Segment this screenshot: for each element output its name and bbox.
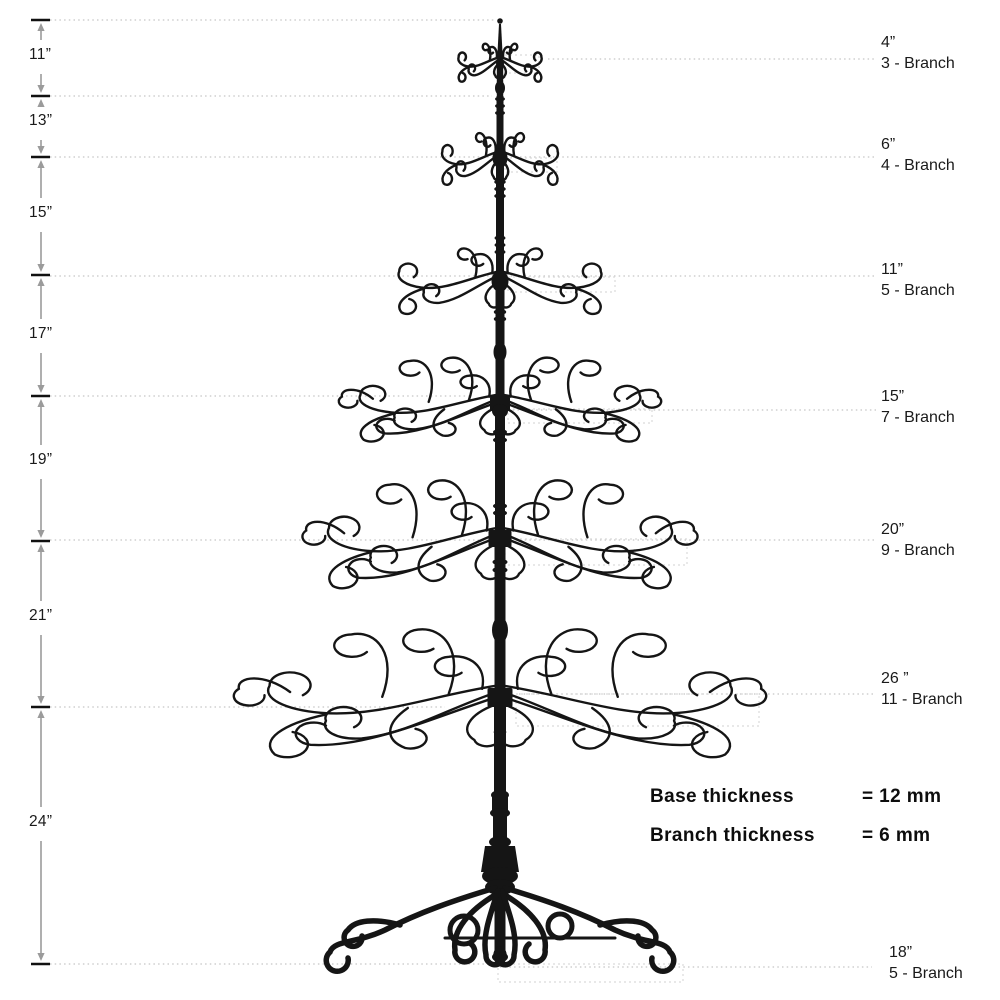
measurement-label-3: 15”: [29, 204, 53, 221]
thickness-notes: Base thickness = 12 mm Branch thickness …: [650, 786, 941, 864]
tier-2-left-branches: [441, 132, 501, 186]
tier-5-hub: [488, 530, 512, 547]
tier-6-hub: [487, 688, 513, 707]
finial-tip: [497, 18, 503, 24]
base-thickness-label: Base thickness: [650, 786, 794, 807]
branch-thickness-value: = 6 mm: [862, 825, 931, 846]
tier-5-size: 20”: [881, 521, 905, 538]
arrowhead-up-icon: [37, 278, 45, 286]
tier-4-right-branches: [498, 355, 664, 444]
tier-1-left-branches: [457, 43, 501, 83]
tier-callout-boxes: [497, 54, 760, 983]
tier-label-4: 15” 7 - Branch: [881, 386, 955, 428]
tier-label-2: 6” 4 - Branch: [881, 134, 955, 176]
tier-3-hub: [491, 270, 509, 292]
arrowhead-up-icon: [37, 99, 45, 107]
arrowhead-down-icon: [37, 530, 45, 538]
tier-label-base: 18” 5 - Branch: [889, 942, 963, 984]
display-tree: [234, 18, 766, 971]
tier-5-branch: 9 - Branch: [881, 542, 955, 559]
tier-2-size: 6”: [881, 136, 896, 153]
arrowhead-down-icon: [37, 85, 45, 93]
tier-5-right-branches: [500, 480, 697, 588]
arrowhead-down-icon: [37, 385, 45, 393]
arrowhead-up-icon: [37, 160, 45, 168]
base-thickness-value: = 12 mm: [862, 786, 942, 807]
base-legs: [326, 888, 674, 971]
tier-3-right-branches: [498, 247, 603, 316]
tier-3-branch: 5 - Branch: [881, 282, 955, 299]
tree-trunk: [481, 18, 519, 962]
tier-6-branch: 11 - Branch: [881, 691, 963, 708]
tier-6-size: 26 ”: [881, 670, 909, 687]
measurement-label-4: 17”: [29, 325, 53, 342]
branch-thickness-note: Branch thickness = 6 mm: [650, 825, 941, 847]
measurement-label-6: 21”: [29, 607, 53, 624]
tier-1-size: 4”: [881, 34, 896, 51]
base-legs-right: [496, 888, 674, 971]
tier-label-1: 4” 3 - Branch: [881, 32, 955, 74]
left-measurement-ruler: [31, 18, 50, 966]
arrowhead-up-icon: [37, 544, 45, 552]
base-right-loop: [545, 911, 575, 941]
tier-6-left-branches: [234, 629, 500, 757]
measurement-label-2: 13”: [29, 112, 53, 129]
tier-2-branch: 4 - Branch: [881, 157, 955, 174]
measurement-label-1: 11”: [29, 46, 52, 63]
tier-3-left-branches: [397, 247, 502, 316]
tier-4-size: 15”: [881, 388, 905, 405]
tier-3-size: 11”: [881, 261, 903, 278]
tier-label-6: 26 ” 11 - Branch: [881, 668, 963, 710]
arrowhead-up-icon: [37, 23, 45, 31]
base-branch: 5 - Branch: [889, 965, 963, 982]
arrowhead-down-icon: [37, 146, 45, 154]
branch-thickness-label: Branch thickness: [650, 825, 815, 846]
measurement-label-7: 24”: [29, 813, 53, 830]
tier-1-right-branches: [499, 43, 543, 83]
arrowhead-down-icon: [37, 264, 45, 272]
base-left-loop: [447, 913, 481, 947]
tier-label-5: 20” 9 - Branch: [881, 519, 955, 561]
measurement-label-5: 19”: [29, 451, 53, 468]
tier-4-branch: 7 - Branch: [881, 409, 955, 426]
arrowhead-up-icon: [37, 710, 45, 718]
tier-2-hub: [492, 148, 508, 168]
tier-6-right-branches: [500, 629, 766, 757]
tier-4-left-branches: [336, 355, 502, 444]
arrowhead-down-icon: [37, 953, 45, 961]
tier-5-left-branches: [302, 480, 499, 588]
base-thickness-note: Base thickness = 12 mm: [650, 786, 941, 808]
arrowhead-down-icon: [37, 696, 45, 704]
tier-label-3: 11” 5 - Branch: [881, 259, 955, 301]
base-socket-cone: [481, 846, 519, 872]
tier-2-right-branches: [499, 132, 559, 186]
dashed-guides: [50, 19, 876, 968]
base-size: 18”: [889, 944, 913, 961]
tier-1-branch: 3 - Branch: [881, 55, 955, 72]
arrowhead-up-icon: [37, 399, 45, 407]
